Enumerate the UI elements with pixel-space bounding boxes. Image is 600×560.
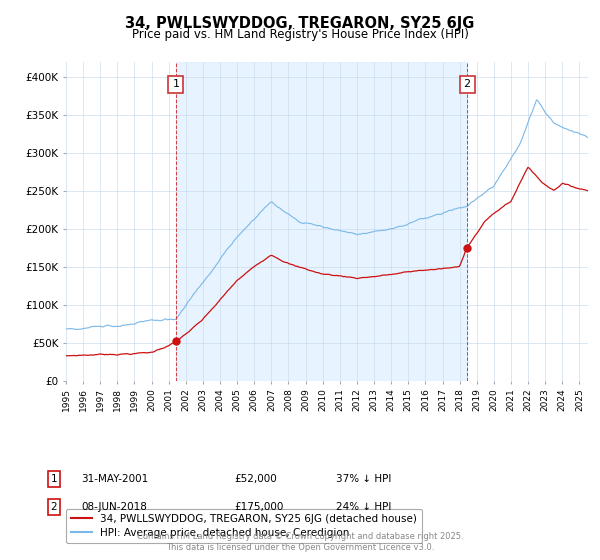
Text: 2: 2 xyxy=(464,80,471,90)
Text: 1: 1 xyxy=(50,474,58,484)
Text: 37% ↓ HPI: 37% ↓ HPI xyxy=(336,474,391,484)
Text: 34, PWLLSWYDDOG, TREGARON, SY25 6JG: 34, PWLLSWYDDOG, TREGARON, SY25 6JG xyxy=(125,16,475,31)
Text: 2: 2 xyxy=(50,502,58,512)
Text: 1: 1 xyxy=(172,80,179,90)
Text: Contains HM Land Registry data © Crown copyright and database right 2025.
This d: Contains HM Land Registry data © Crown c… xyxy=(137,532,463,552)
Text: 31-MAY-2001: 31-MAY-2001 xyxy=(81,474,148,484)
Text: 08-JUN-2018: 08-JUN-2018 xyxy=(81,502,147,512)
Text: 24% ↓ HPI: 24% ↓ HPI xyxy=(336,502,391,512)
Bar xyxy=(176,62,467,381)
Text: £175,000: £175,000 xyxy=(234,502,283,512)
Legend: 34, PWLLSWYDDOG, TREGARON, SY25 6JG (detached house), HPI: Average price, detach: 34, PWLLSWYDDOG, TREGARON, SY25 6JG (det… xyxy=(66,508,422,543)
Text: Price paid vs. HM Land Registry's House Price Index (HPI): Price paid vs. HM Land Registry's House … xyxy=(131,28,469,41)
Text: £52,000: £52,000 xyxy=(234,474,277,484)
